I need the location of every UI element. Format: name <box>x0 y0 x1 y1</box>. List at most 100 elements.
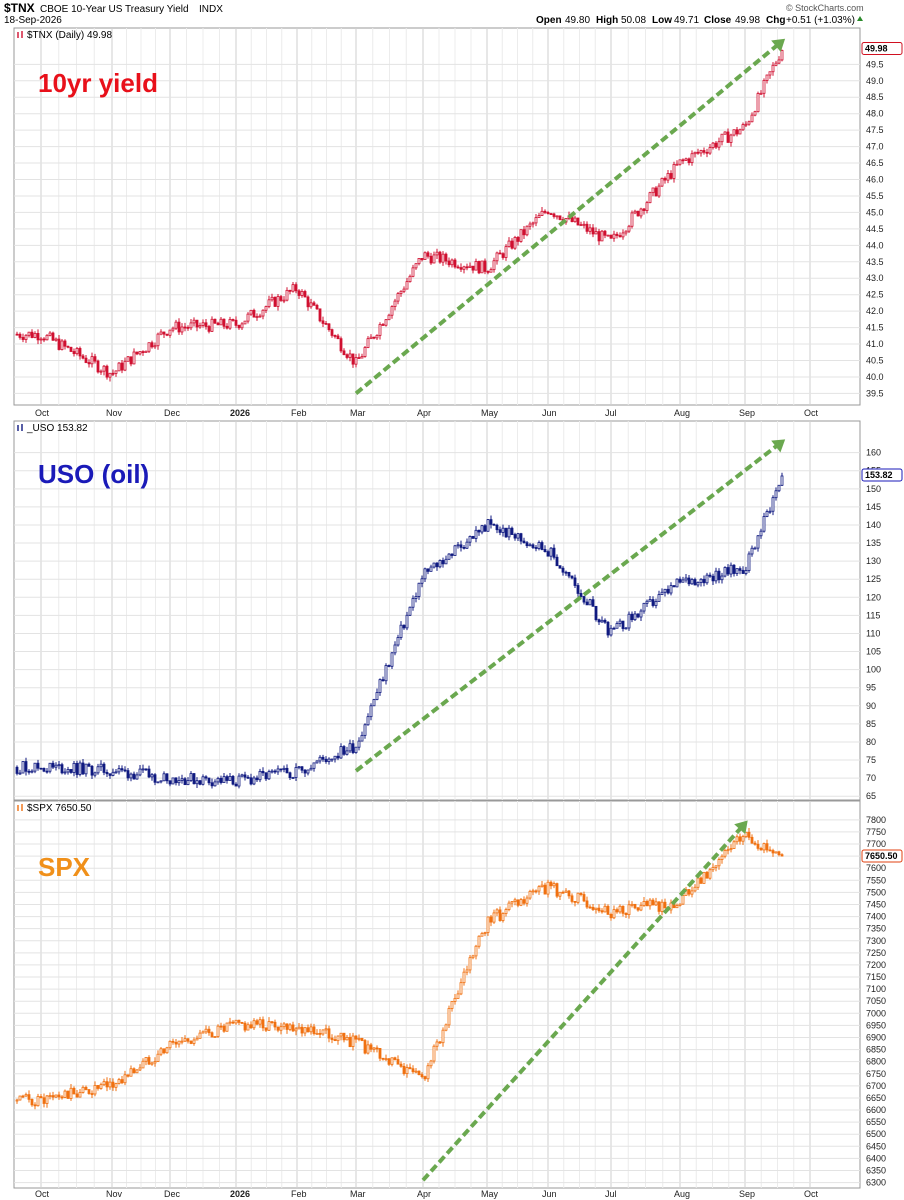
candle-body <box>237 775 241 787</box>
candle-body <box>210 1032 214 1038</box>
candle-body <box>633 613 637 621</box>
candle-body <box>228 775 232 781</box>
candle-body <box>696 877 700 888</box>
candle-body <box>174 321 178 329</box>
candle-body <box>183 1038 187 1042</box>
candle-body <box>564 890 568 893</box>
candle-body <box>762 516 766 532</box>
candle-body <box>366 1044 370 1054</box>
candle-body <box>351 353 355 365</box>
candle-body <box>780 854 784 857</box>
candle-body <box>75 762 79 775</box>
candle-body <box>252 777 256 785</box>
candle-body <box>321 320 325 324</box>
candle-body <box>201 1031 205 1034</box>
candle-body <box>483 932 487 934</box>
candle-body <box>291 777 295 780</box>
candle-body <box>468 536 472 543</box>
candle-body <box>726 849 730 852</box>
candle-body <box>171 777 175 785</box>
candle-body <box>327 758 331 762</box>
candle-body <box>714 142 718 148</box>
candle-body <box>507 240 511 248</box>
month-label: Nov <box>106 408 123 418</box>
candle-body <box>702 578 706 584</box>
candle-body <box>255 1020 259 1025</box>
candle-body <box>15 766 19 774</box>
candle-body <box>195 780 199 785</box>
candle-body <box>591 599 595 607</box>
panels-layer: 39.5 40.0 40.5 41.0 41.5 42.0 42.5 43.0 43.5 44.0… <box>13 27 903 1189</box>
candle-body <box>198 780 202 785</box>
candle-body <box>69 769 73 773</box>
candle-body <box>744 123 748 126</box>
candle-body <box>381 679 385 682</box>
candle-body <box>480 525 484 533</box>
candle-body <box>297 766 301 769</box>
candle-body <box>30 770 34 773</box>
candle-body <box>255 777 259 781</box>
candle-body <box>429 255 433 264</box>
candle-body <box>156 1053 160 1062</box>
candle-body <box>417 1070 421 1075</box>
candle-body <box>702 871 706 884</box>
candle-body <box>435 251 439 256</box>
candle-body <box>111 372 115 375</box>
candle-body <box>255 316 259 318</box>
y-tick-label: 48.5 <box>866 92 884 102</box>
candle-body <box>774 851 778 854</box>
candle-body <box>351 1035 355 1048</box>
candle-body <box>723 567 727 577</box>
candle-body <box>300 1026 304 1034</box>
candle-body <box>327 323 331 331</box>
candle-body <box>597 907 601 912</box>
candle-body <box>279 1026 283 1031</box>
candle-body <box>537 542 541 549</box>
candle-body <box>69 346 73 352</box>
candle-body <box>111 771 115 776</box>
candle-body <box>438 560 442 568</box>
candle-body <box>318 1032 322 1035</box>
candle-body <box>36 762 40 769</box>
candle-body <box>138 351 142 355</box>
month-label: Apr <box>417 408 431 418</box>
candle-body <box>651 187 655 194</box>
candle-body <box>138 768 142 776</box>
candle-body <box>705 871 709 879</box>
candle-body <box>732 129 736 136</box>
candle-body <box>174 1041 178 1045</box>
candle-body <box>324 1028 328 1031</box>
candle-body <box>444 253 448 262</box>
candle-body <box>750 547 754 555</box>
candle-body <box>720 575 724 581</box>
y-tick-label: 7350 <box>866 924 886 934</box>
candle-body <box>594 907 598 910</box>
last-price-tag <box>861 468 903 482</box>
candle-body <box>759 92 763 95</box>
candle-body <box>84 357 88 363</box>
candle-body <box>630 613 634 621</box>
candle-body <box>777 59 781 64</box>
y-tick-label: 80 <box>866 737 876 747</box>
candle-body <box>540 884 544 888</box>
candle-body <box>645 202 649 211</box>
candle-body <box>267 299 271 308</box>
candle-body <box>279 296 283 301</box>
candle-body <box>231 775 235 785</box>
candle-body <box>414 263 418 269</box>
candle-body <box>282 299 286 302</box>
candle-body <box>261 309 265 317</box>
candle-body <box>390 1057 394 1065</box>
candle-body <box>42 767 46 772</box>
candle-body <box>126 770 130 779</box>
candle-body <box>78 762 82 775</box>
candle-body <box>621 232 625 238</box>
candle-body <box>84 1086 88 1090</box>
candle-body <box>90 765 94 776</box>
legend-candle-icon <box>17 424 23 431</box>
candle-body <box>315 1032 319 1035</box>
candle-body <box>408 275 412 283</box>
candle-body <box>231 1021 235 1024</box>
month-label: Mar <box>350 408 366 418</box>
candle-body <box>681 894 685 905</box>
